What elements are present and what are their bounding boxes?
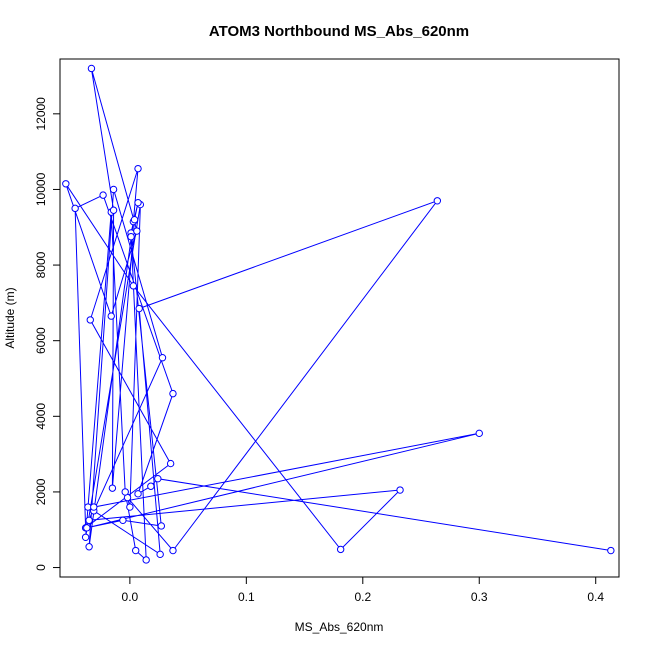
y-tick-label: 2000 bbox=[34, 478, 48, 505]
x-tick-label: 0.1 bbox=[238, 590, 255, 604]
y-tick-label: 8000 bbox=[34, 251, 48, 278]
data-point bbox=[81, 533, 90, 541]
data-point bbox=[169, 389, 177, 398]
series-points bbox=[62, 64, 615, 564]
data-point bbox=[127, 233, 135, 241]
y-tick-label: 6000 bbox=[34, 327, 48, 354]
data-point bbox=[90, 503, 98, 511]
data-point bbox=[147, 482, 155, 490]
x-tick-label: 0.4 bbox=[587, 590, 604, 604]
x-tick-label: 0.2 bbox=[354, 590, 371, 604]
data-point bbox=[86, 316, 94, 324]
data-point bbox=[85, 516, 93, 524]
y-tick-label: 0 bbox=[34, 564, 48, 571]
data-point bbox=[156, 550, 164, 559]
data-point bbox=[336, 545, 345, 554]
data-point bbox=[85, 543, 93, 551]
x-axis-label: MS_Abs_620nm bbox=[295, 620, 384, 634]
data-point bbox=[134, 164, 142, 173]
data-point bbox=[134, 198, 142, 207]
data-point bbox=[133, 227, 141, 235]
data-point bbox=[169, 546, 177, 555]
y-tick-label: 10000 bbox=[34, 172, 48, 206]
data-point bbox=[157, 522, 166, 530]
chart-title: ATOM3 Northbound MS_Abs_620nm bbox=[209, 23, 469, 40]
data-point bbox=[109, 185, 118, 194]
data-point bbox=[131, 546, 140, 555]
y-axis: 0 2000 4000 6000 8000 10000 12000 bbox=[34, 97, 61, 571]
data-point bbox=[607, 546, 615, 555]
x-tick-label: 0.3 bbox=[471, 590, 488, 604]
y-axis-label: Altitude (m) bbox=[3, 287, 17, 348]
data-point bbox=[126, 503, 134, 511]
data-point bbox=[142, 556, 150, 564]
data-point bbox=[166, 459, 175, 468]
data-point bbox=[158, 354, 167, 362]
data-point bbox=[135, 304, 143, 313]
data-point bbox=[129, 282, 138, 290]
data-point bbox=[119, 516, 127, 524]
data-point bbox=[62, 180, 70, 188]
data-point bbox=[121, 488, 129, 496]
data-point bbox=[87, 64, 96, 73]
x-axis: 0.0 0.1 0.2 0.3 0.4 bbox=[122, 576, 604, 604]
data-point bbox=[71, 204, 79, 213]
data-point bbox=[433, 197, 442, 205]
data-point bbox=[99, 191, 107, 199]
data-point bbox=[134, 490, 142, 498]
x-tick-label: 0.0 bbox=[122, 590, 139, 604]
y-tick-label: 12000 bbox=[34, 97, 48, 131]
data-point bbox=[108, 484, 117, 492]
data-point bbox=[475, 429, 483, 438]
data-point bbox=[109, 206, 118, 214]
data-point bbox=[396, 486, 404, 494]
data-point bbox=[107, 312, 115, 320]
y-tick-label: 4000 bbox=[34, 403, 48, 430]
data-point bbox=[130, 215, 139, 224]
data-point bbox=[83, 524, 91, 532]
data-point bbox=[154, 474, 162, 483]
